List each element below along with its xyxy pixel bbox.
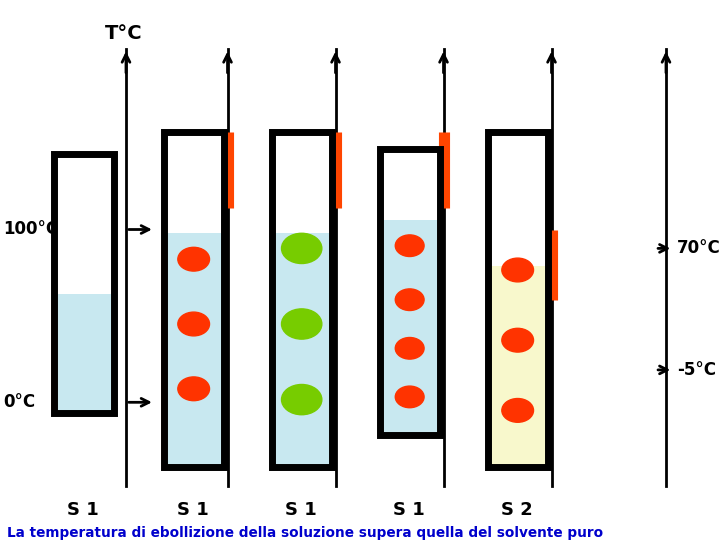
Circle shape	[395, 235, 424, 256]
Bar	[488, 132, 548, 467]
Bar	[272, 132, 332, 467]
Text: S 1: S 1	[67, 501, 99, 519]
Circle shape	[282, 233, 322, 264]
Circle shape	[282, 309, 322, 339]
Text: S 1: S 1	[177, 501, 209, 519]
Bar	[380, 148, 440, 435]
Bar	[54, 294, 114, 413]
Bar	[54, 154, 114, 413]
Text: 100°C: 100°C	[4, 220, 59, 239]
Bar	[272, 132, 332, 467]
Bar	[164, 132, 224, 467]
Circle shape	[502, 328, 534, 352]
Circle shape	[178, 312, 210, 336]
Bar	[380, 148, 440, 435]
Circle shape	[395, 289, 424, 310]
Text: La temperatura di ebollizione della soluzione supera quella del solvente puro
in: La temperatura di ebollizione della solu…	[7, 526, 642, 540]
Text: T°C: T°C	[104, 24, 142, 43]
Text: S 1: S 1	[393, 501, 425, 519]
Circle shape	[282, 384, 322, 415]
Circle shape	[395, 338, 424, 359]
Bar	[164, 233, 224, 467]
Bar	[488, 132, 548, 467]
Circle shape	[502, 399, 534, 422]
Circle shape	[178, 247, 210, 271]
Bar	[488, 266, 548, 467]
Text: -5°C: -5°C	[677, 361, 716, 379]
Circle shape	[395, 386, 424, 408]
Bar	[164, 132, 224, 467]
Text: S 2: S 2	[501, 501, 533, 519]
Text: 70°C: 70°C	[677, 239, 720, 258]
Bar	[380, 220, 440, 435]
Bar	[54, 154, 114, 413]
Text: S 1: S 1	[285, 501, 317, 519]
Circle shape	[178, 377, 210, 401]
Circle shape	[502, 258, 534, 282]
Text: 0°C: 0°C	[4, 393, 36, 411]
Bar	[272, 233, 332, 467]
